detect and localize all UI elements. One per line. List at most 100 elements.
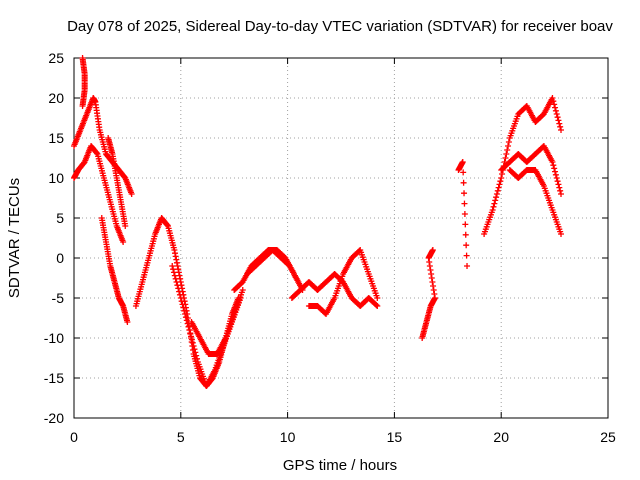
- data-point-marker: [170, 269, 177, 276]
- data-point-marker: [460, 179, 467, 186]
- series-layer: [71, 55, 565, 389]
- data-point-marker: [554, 114, 561, 121]
- y-tick-label: 0: [56, 250, 64, 266]
- data-point-marker: [490, 203, 497, 210]
- data-point-marker: [186, 327, 193, 333]
- data-point-marker: [492, 197, 499, 204]
- data-point-marker: [79, 103, 86, 109]
- data-point-marker: [497, 178, 504, 185]
- y-tick-label: -15: [44, 370, 64, 386]
- x-tick-label: 0: [70, 429, 78, 445]
- data-point-marker: [553, 111, 560, 117]
- series-arc-12: [305, 247, 381, 317]
- data-point-marker: [170, 266, 177, 273]
- data-point-marker: [461, 200, 468, 207]
- data-point-marker: [185, 323, 192, 330]
- chart-title: Day 078 of 2025, Sidereal Day-to-day VTE…: [67, 18, 613, 35]
- data-point-marker: [188, 333, 195, 340]
- data-point-marker: [180, 304, 187, 311]
- data-point-marker: [174, 282, 181, 289]
- data-point-marker: [557, 123, 564, 130]
- x-tick-label: 25: [600, 429, 616, 445]
- data-point-marker: [373, 302, 380, 309]
- y-tick-label: 15: [48, 130, 64, 146]
- data-point-marker: [552, 168, 559, 175]
- data-point-marker: [181, 307, 188, 314]
- data-point-marker: [124, 319, 131, 325]
- series-arc-10: [244, 247, 302, 285]
- data-point-marker: [464, 263, 471, 269]
- data-point-marker: [493, 191, 500, 197]
- data-point-marker: [374, 295, 381, 301]
- data-point-marker: [188, 336, 195, 343]
- data-point-marker: [192, 349, 199, 356]
- data-point-marker: [491, 200, 498, 207]
- data-point-marker: [177, 295, 184, 301]
- data-point-marker: [495, 184, 502, 191]
- data-point-marker: [191, 346, 198, 353]
- data-point-marker: [463, 252, 470, 259]
- data-point-marker: [549, 159, 556, 165]
- data-point-marker: [550, 98, 557, 105]
- data-point-marker: [176, 291, 183, 298]
- data-point-marker: [183, 317, 190, 324]
- data-point-marker: [496, 181, 503, 188]
- data-point-marker: [187, 330, 194, 337]
- data-point-marker: [463, 242, 470, 249]
- data-point-marker: [182, 314, 189, 321]
- data-point-marker: [558, 127, 565, 133]
- data-point-marker: [461, 211, 468, 217]
- y-tick-label: 20: [48, 90, 64, 106]
- series-arc-2: [71, 143, 127, 245]
- tick-layer: 0 5 10 15 20 25 -20 -15 -10 -5 0 5 10 15 20 25: [44, 50, 616, 445]
- x-axis-label: GPS time / hours: [283, 457, 397, 474]
- data-point-marker: [295, 279, 302, 285]
- data-point-marker: [552, 104, 559, 111]
- grid-layer: [74, 58, 608, 418]
- y-tick-label: -10: [44, 330, 64, 346]
- data-point-marker: [169, 263, 176, 269]
- data-point-marker: [550, 162, 557, 169]
- data-point-marker: [504, 147, 511, 153]
- data-point-marker: [552, 171, 559, 178]
- data-point-marker: [172, 275, 179, 282]
- data-point-marker: [128, 191, 135, 197]
- data-point-marker: [179, 301, 186, 308]
- y-tick-label: -5: [52, 290, 65, 306]
- data-point-marker: [461, 190, 468, 197]
- data-point-marker: [555, 181, 562, 188]
- data-point-marker: [503, 151, 510, 157]
- data-point-marker: [175, 285, 182, 292]
- data-point-marker: [556, 120, 563, 127]
- x-tick-label: 10: [280, 429, 296, 445]
- data-point-marker: [493, 194, 500, 201]
- series-arc-8: [188, 287, 246, 357]
- series-arc-4: [105, 135, 129, 229]
- data-point-marker: [494, 187, 501, 194]
- y-axis-label: SDTVAR / TECUs: [6, 178, 23, 298]
- data-point-marker: [459, 159, 466, 165]
- data-point-marker: [549, 95, 556, 101]
- series-arc-13: [419, 247, 438, 341]
- data-point-marker: [558, 191, 565, 197]
- data-point-marker: [193, 352, 200, 359]
- data-point-marker: [173, 279, 180, 285]
- series-arc-14: [455, 159, 471, 269]
- data-point-marker: [505, 139, 512, 145]
- data-point-marker: [489, 207, 496, 213]
- y-tick-label: 5: [56, 210, 64, 226]
- x-tick-label: 20: [493, 429, 509, 445]
- series-arc-5: [79, 55, 88, 109]
- series-arc-11: [288, 271, 381, 309]
- data-point-marker: [122, 223, 129, 229]
- data-point-marker: [502, 155, 509, 161]
- data-point-marker: [558, 231, 565, 237]
- series-arc-6: [132, 215, 242, 389]
- y-tick-label: 10: [48, 170, 64, 186]
- data-point-marker: [194, 355, 201, 362]
- data-point-marker: [374, 303, 381, 309]
- series-arc-1: [71, 95, 135, 197]
- data-point-marker: [460, 169, 467, 176]
- data-point-marker: [553, 175, 560, 181]
